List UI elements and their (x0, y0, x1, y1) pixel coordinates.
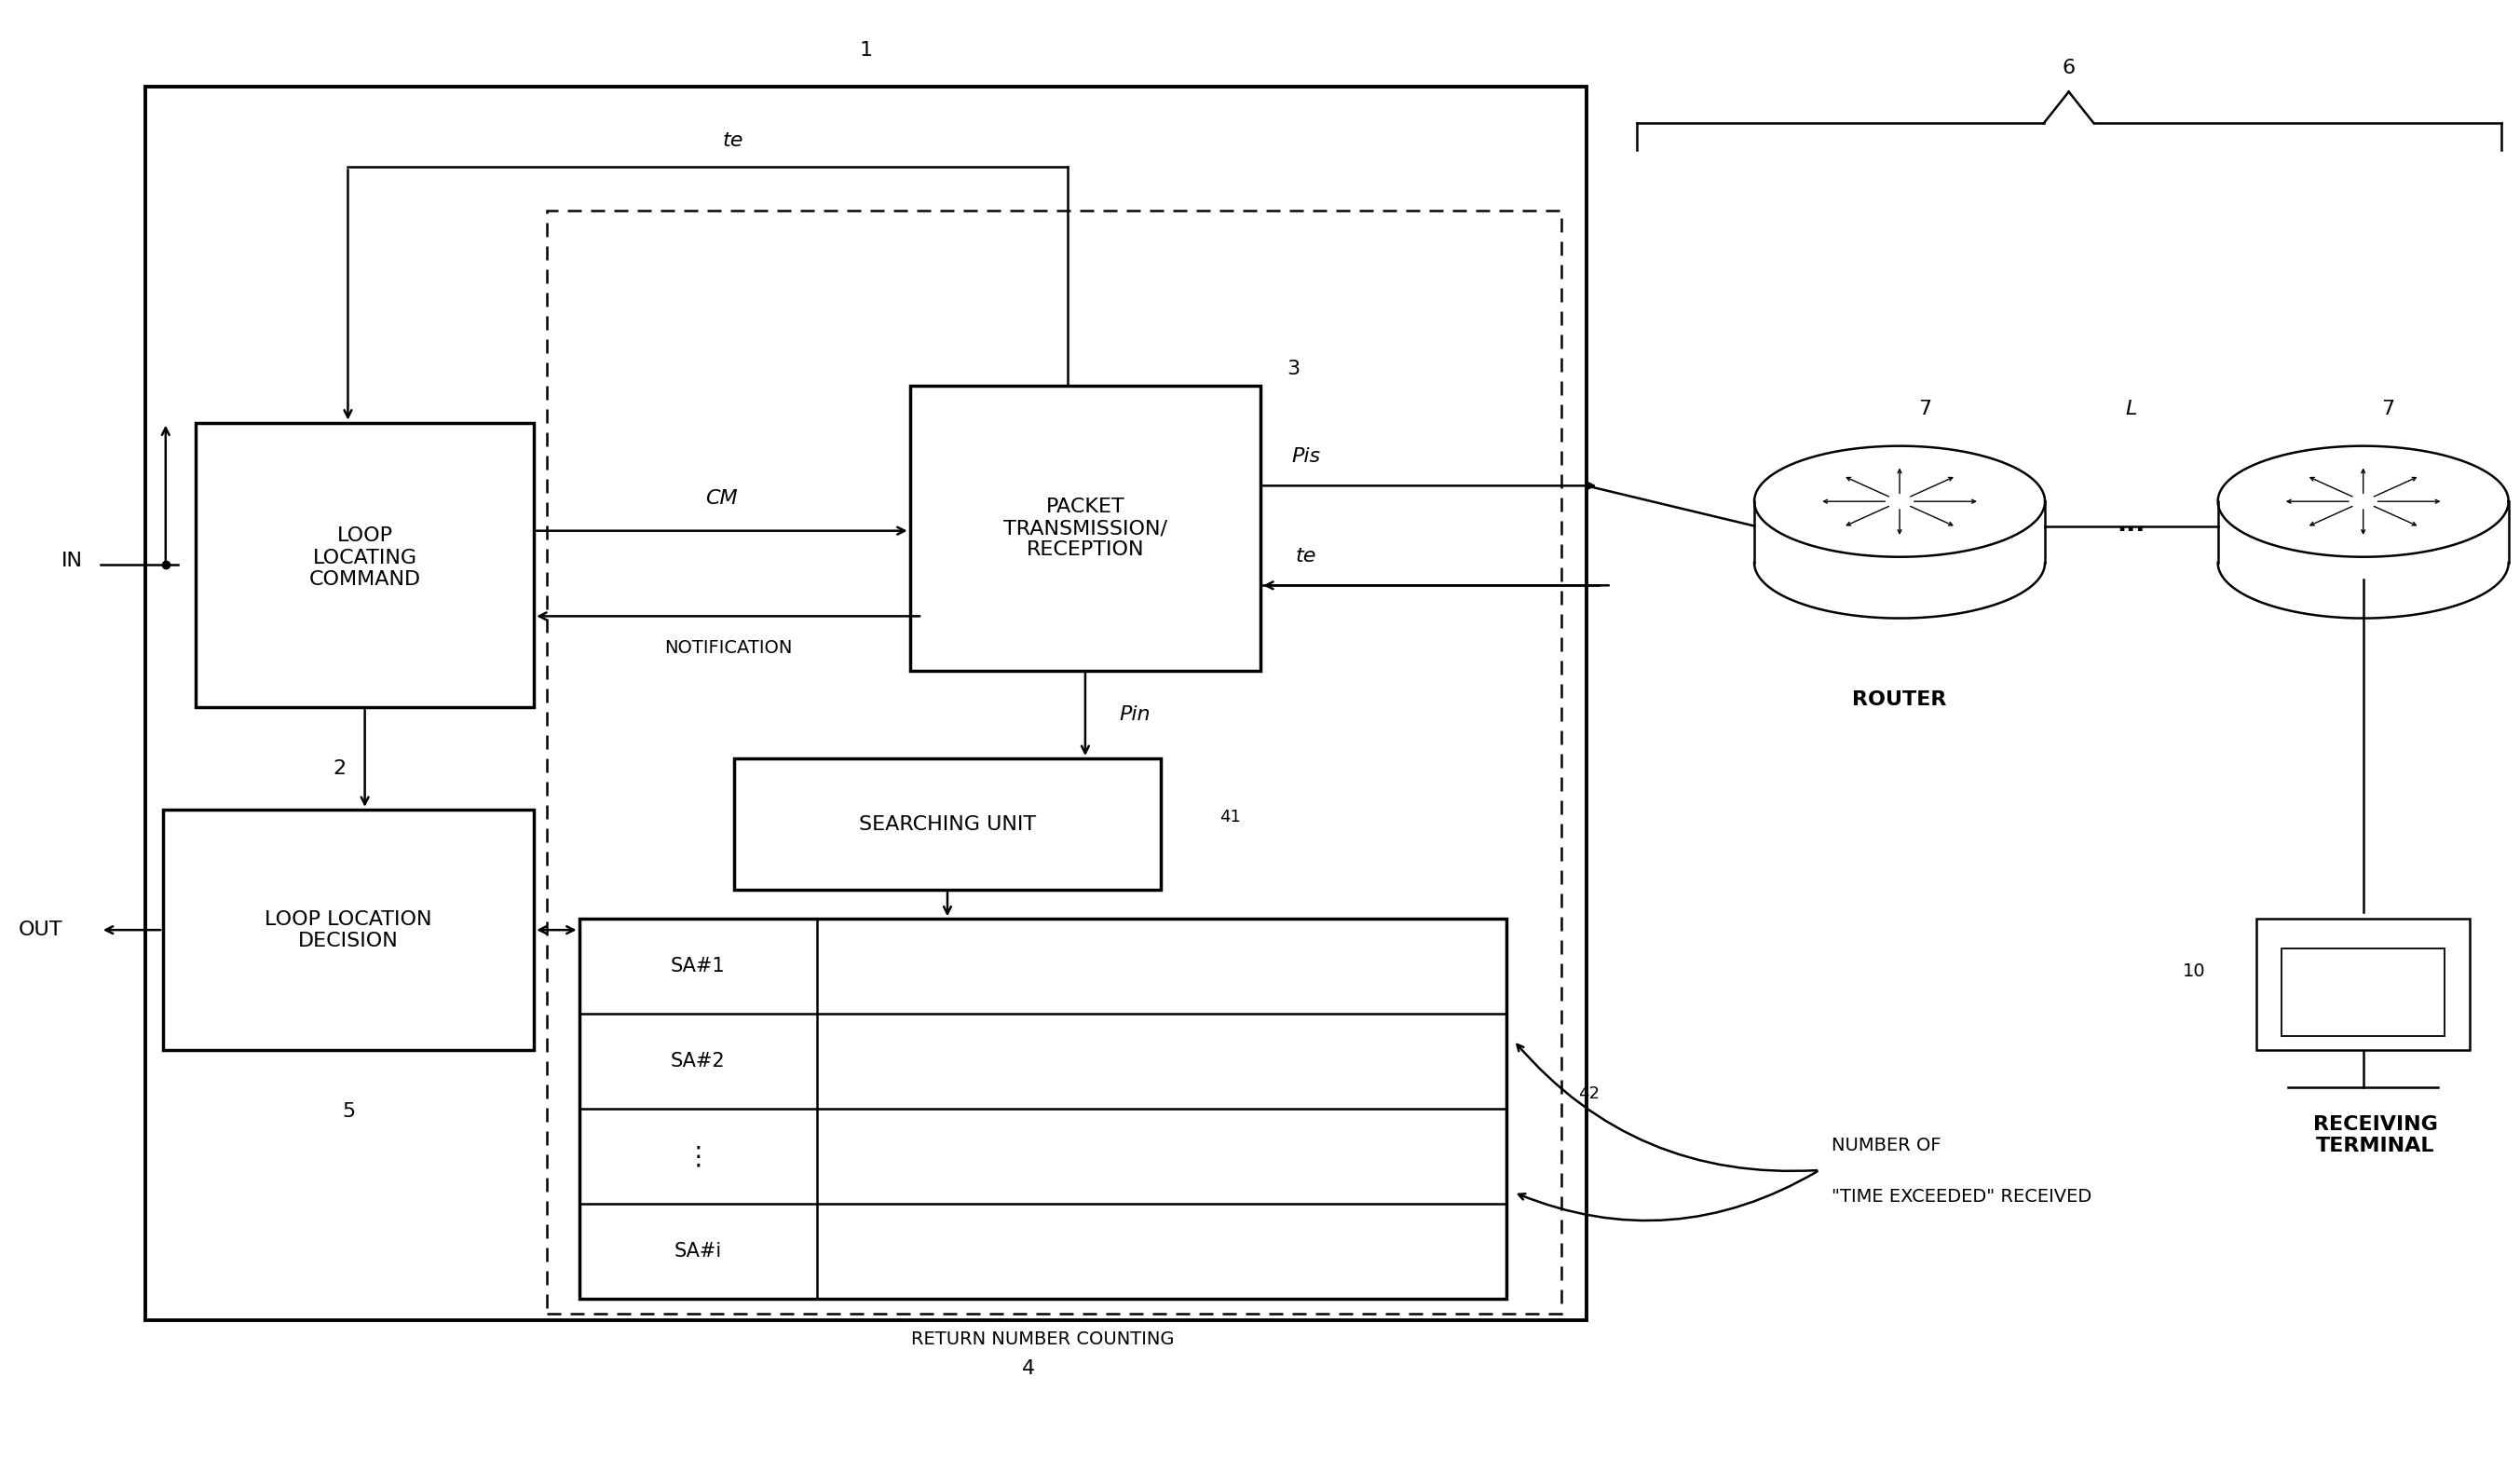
Text: SA#2: SA#2 (670, 1052, 726, 1071)
Text: 7: 7 (2381, 401, 2394, 418)
Text: LOOP LOCATION
DECISION: LOOP LOCATION DECISION (265, 910, 431, 950)
Text: SEARCHING UNIT: SEARCHING UNIT (859, 815, 1036, 834)
Text: 41: 41 (1220, 809, 1242, 825)
Text: LOOP
LOCATING
COMMAND: LOOP LOCATING COMMAND (310, 527, 421, 589)
Text: SA#i: SA#i (675, 1242, 721, 1261)
Text: PACKET
TRANSMISSION/
RECEPTION: PACKET TRANSMISSION/ RECEPTION (1003, 498, 1167, 560)
Text: ...: ... (2117, 513, 2145, 536)
Text: 7: 7 (1918, 401, 1930, 418)
Bar (146, 87, 1588, 1320)
Text: 4: 4 (1023, 1360, 1036, 1379)
Text: OUT: OUT (18, 921, 63, 940)
Bar (910, 386, 1260, 670)
Text: 3: 3 (1288, 359, 1300, 379)
Text: ROUTER: ROUTER (1852, 691, 1948, 710)
Text: 42: 42 (1578, 1086, 1600, 1103)
Text: 10: 10 (2182, 963, 2205, 981)
Text: CM: CM (706, 489, 738, 508)
Polygon shape (1754, 446, 2044, 557)
Bar (197, 423, 534, 707)
Text: SA#1: SA#1 (670, 957, 726, 975)
Bar (733, 759, 1159, 890)
Text: NUMBER OF: NUMBER OF (1832, 1137, 1940, 1155)
Text: te: te (1295, 546, 1315, 566)
Text: 5: 5 (343, 1102, 355, 1121)
Text: IN: IN (60, 551, 83, 570)
Text: 6: 6 (2061, 59, 2076, 77)
Text: te: te (723, 131, 743, 150)
Text: 2: 2 (333, 759, 345, 778)
Text: RETURN NUMBER COUNTING: RETURN NUMBER COUNTING (912, 1330, 1174, 1348)
Text: L: L (2127, 401, 2137, 418)
Bar (2258, 919, 2470, 1050)
Bar (547, 211, 1562, 1314)
Text: 1: 1 (859, 41, 872, 59)
Text: "TIME EXCEEDED" RECEIVED: "TIME EXCEEDED" RECEIVED (1832, 1187, 2092, 1205)
Bar (2281, 949, 2444, 1036)
Bar (164, 810, 534, 1050)
Text: NOTIFICATION: NOTIFICATION (665, 639, 791, 657)
Polygon shape (2218, 446, 2507, 557)
Text: ⋮: ⋮ (685, 1143, 711, 1170)
Bar (580, 919, 1507, 1299)
Text: Pin: Pin (1119, 706, 1152, 723)
Text: RECEIVING
TERMINAL: RECEIVING TERMINAL (2313, 1115, 2437, 1155)
Text: Pis: Pis (1290, 448, 1320, 465)
